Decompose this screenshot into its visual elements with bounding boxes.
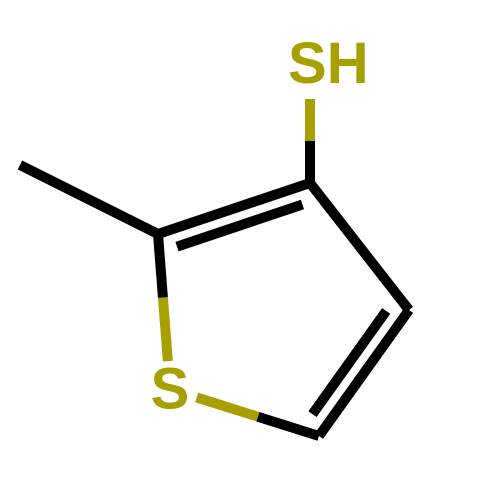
atom-label-s1: S [151, 357, 190, 422]
atom-label-sh: SH [288, 31, 369, 96]
molecule-diagram: S SH [0, 0, 500, 500]
